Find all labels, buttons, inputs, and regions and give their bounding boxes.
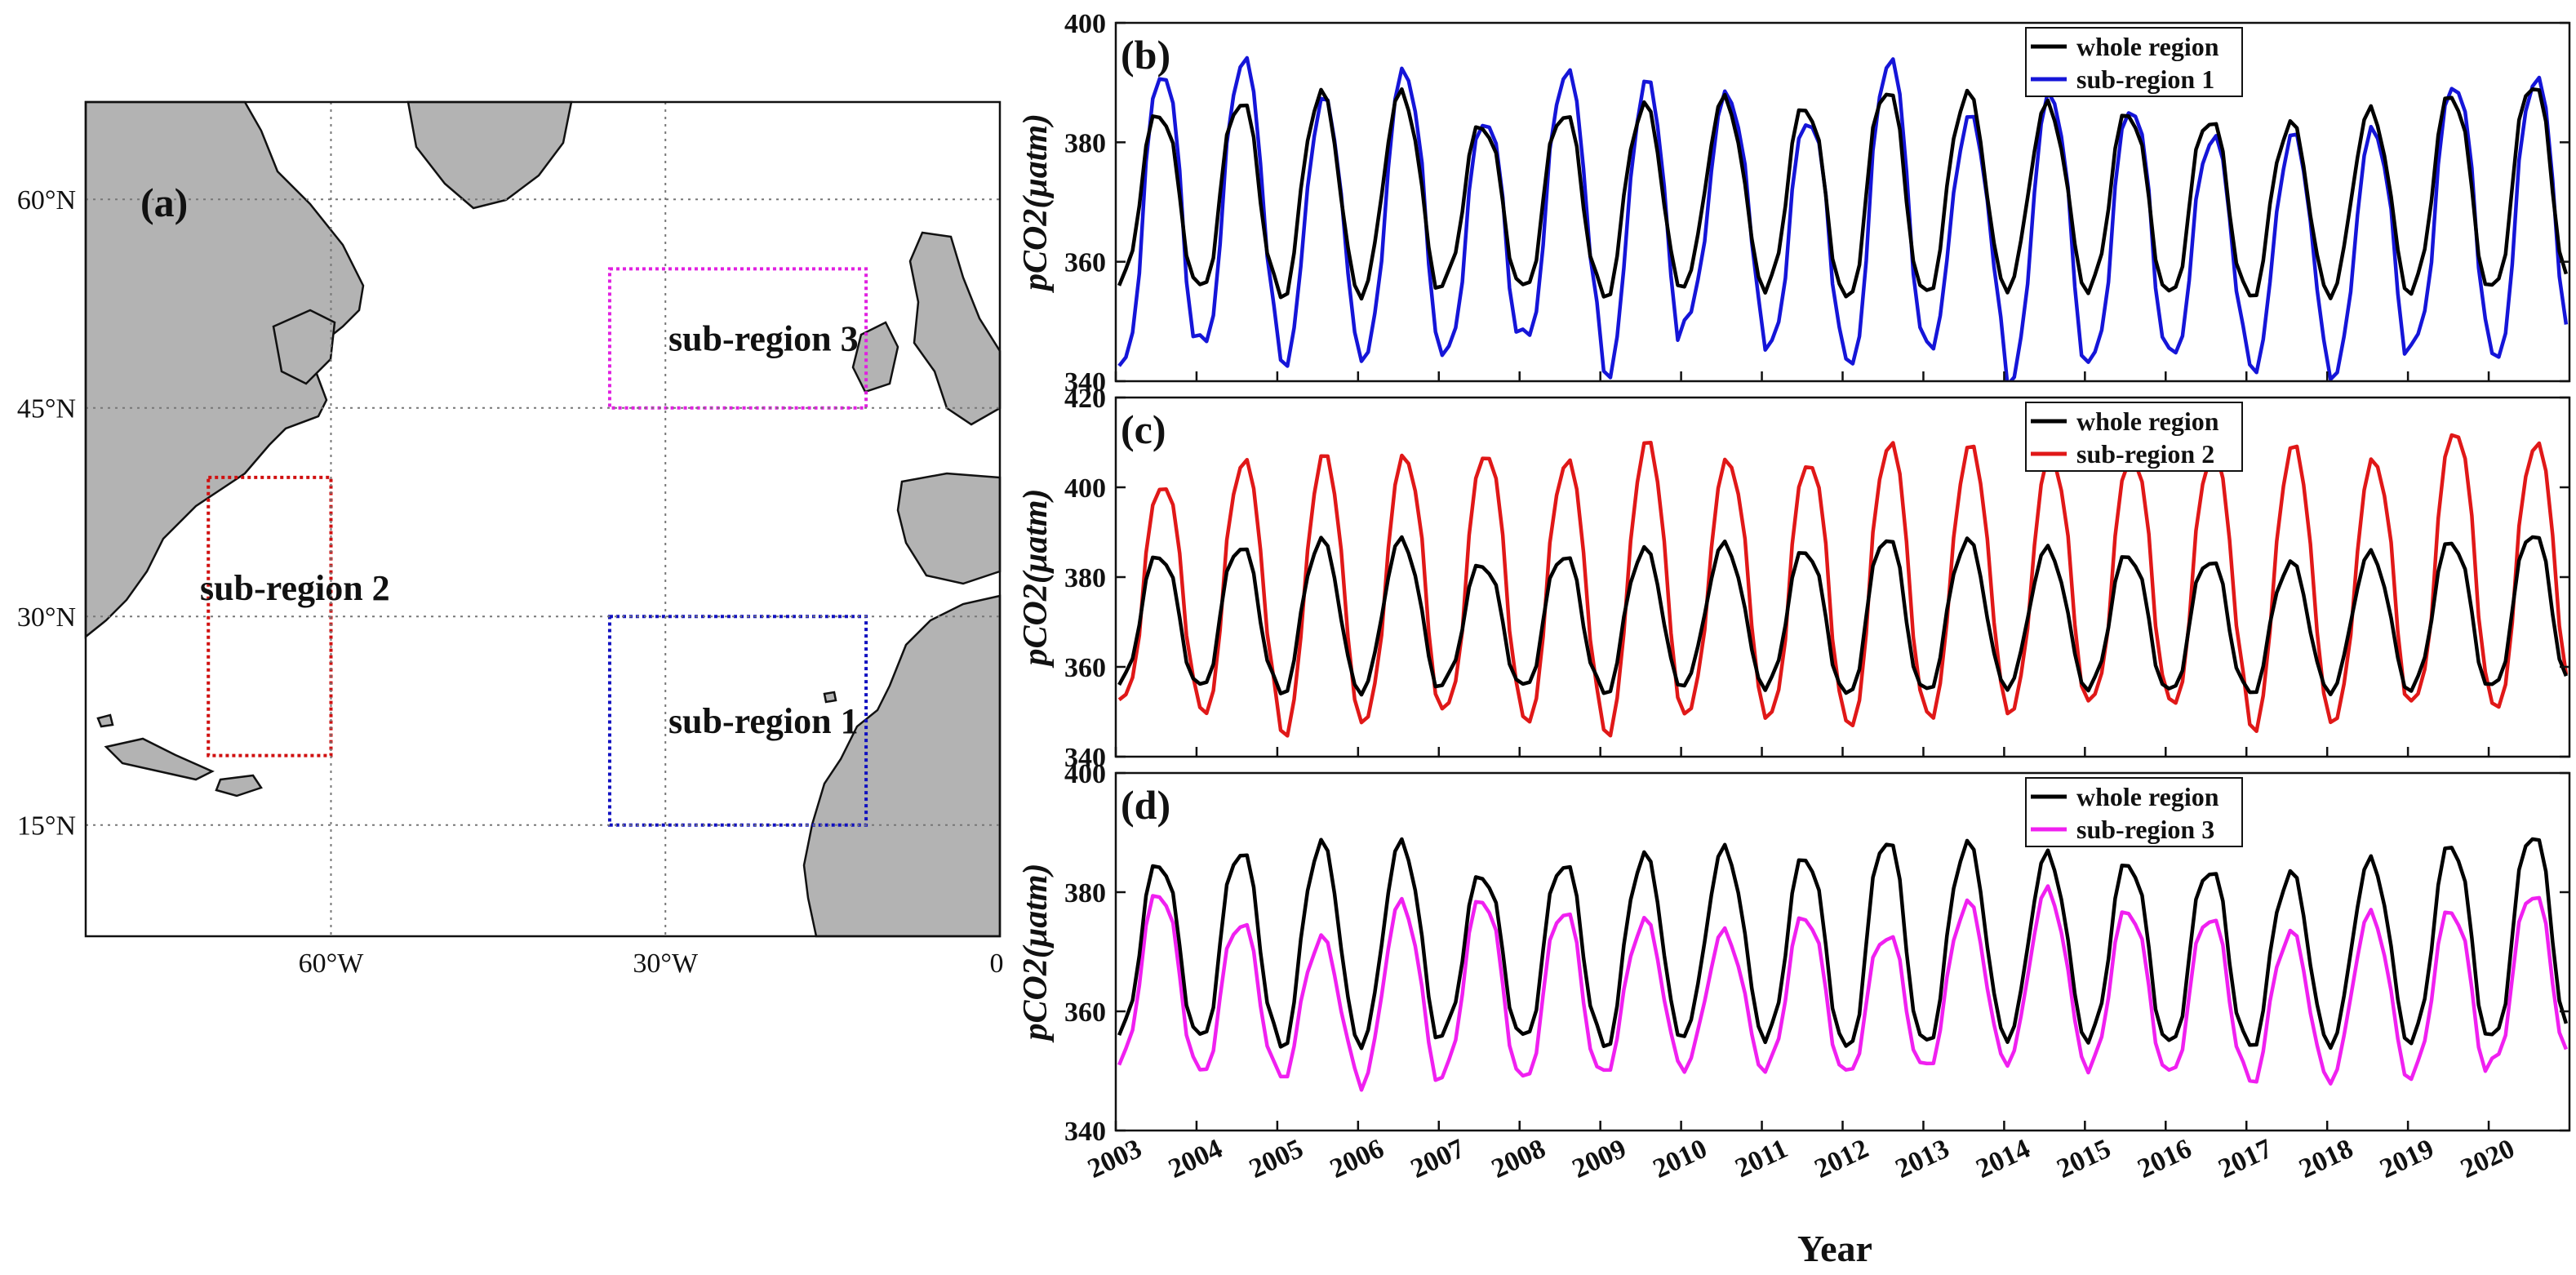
map-lon-tick-label: 30°W: [633, 948, 699, 979]
land-iberia: [896, 472, 1002, 585]
legend-label: whole region: [2076, 32, 2219, 61]
land-ireland: [851, 321, 899, 393]
map-lat-tick-label: 45°N: [17, 394, 76, 424]
map-lat-tick-label: 60°N: [17, 185, 76, 215]
legend-box: [2025, 27, 2243, 97]
series-line-whole-region: [1117, 87, 2569, 301]
panel-c: 340 360 380 400 420 pCO2(μatm) (c) whole region…: [1017, 384, 2571, 773]
map-lat-tick-label: 15°N: [17, 811, 76, 842]
y-axis-label: pCO2(μatm): [1017, 488, 1055, 668]
map-grid: 60°N 45°N 30°N 15°N 60°W 30°W 0: [17, 102, 1004, 979]
series-line-whole-region: [1117, 837, 2569, 1051]
x-tick-label: 2008: [1487, 1134, 1550, 1184]
land-caribbean-small: [96, 713, 114, 728]
y-tick-label: 380: [1064, 878, 1106, 908]
land-britain: [908, 231, 1002, 426]
region-box-3: [607, 615, 868, 827]
panel-d: 340 360 380 400 pCO2(μatm) (d) whole region sub…: [1017, 759, 2571, 1147]
region-label: sub-region 2: [200, 568, 390, 608]
legend-label: whole region: [2076, 406, 2219, 436]
x-tick-label: 2020: [2456, 1134, 2519, 1184]
x-tick-labels: 2003 2004 2005 2006 2007 2008 2009 2010 2011 2012…: [1083, 1134, 2519, 1184]
panel-background: [1116, 398, 2569, 757]
series-line-sub-region-1: [1117, 56, 2569, 381]
x-tick-label: 2013: [1891, 1134, 1954, 1184]
panel-label: (d): [1121, 782, 1170, 828]
panel-b: 340 360 380 400 pCO2(μatm) (b) whole region sub…: [1017, 9, 2571, 398]
legend-box: [2025, 402, 2243, 472]
y-tick-label: 400: [1064, 9, 1106, 39]
x-tick-label: 2009: [1568, 1134, 1631, 1184]
x-tick-label: 2016: [2133, 1134, 2196, 1184]
map-panel-a: sub-region 3 sub-region 2 sub-region 1 60°…: [17, 100, 1004, 979]
y-tick-label: 360: [1064, 653, 1106, 683]
land-hispaniola: [215, 774, 263, 797]
legend-label: sub-region 1: [2076, 64, 2214, 94]
map-lon-tick-label: 60°W: [299, 948, 365, 979]
x-tick-label: 2014: [1972, 1134, 2035, 1184]
panel-background: [1116, 23, 2569, 381]
x-tick-label: 2005: [1245, 1134, 1308, 1184]
y-tick-label: 340: [1064, 367, 1106, 398]
map-lon-tick-label: 0: [990, 948, 1004, 979]
y-axis-label: pCO2(μatm): [1017, 863, 1055, 1042]
x-tick-label: 2011: [1730, 1134, 1792, 1184]
y-axis-label: pCO2(μatm): [1017, 113, 1055, 293]
x-axis-label: Year: [1797, 1228, 1872, 1269]
map-frame: [84, 100, 1002, 938]
x-tick-label: 2010: [1649, 1134, 1712, 1184]
y-tick-label: 380: [1064, 128, 1106, 158]
x-tick-label: 2004: [1164, 1134, 1227, 1184]
map-landmasses: [84, 100, 1002, 938]
series-line-sub-region-3: [1117, 884, 2568, 1092]
map-panel-label: (a): [140, 180, 188, 225]
panel-lines: [1117, 837, 2569, 1092]
x-tick-label: 2017: [2214, 1134, 2276, 1184]
y-tick-label: 400: [1064, 759, 1106, 789]
region-label: sub-region 1: [668, 701, 859, 741]
region-boxes: sub-region 3 sub-region 2 sub-region 1: [200, 267, 868, 827]
legend-box: [2025, 777, 2243, 847]
map-lat-tick-label: 30°N: [17, 602, 76, 633]
region-label: sub-region 3: [668, 319, 859, 359]
panel-label: (b): [1121, 32, 1170, 78]
x-tick-label: 2015: [2052, 1134, 2115, 1184]
y-tick-label: 360: [1064, 248, 1106, 278]
x-tick-label: 2018: [2294, 1134, 2357, 1184]
series-line-sub-region-2: [1117, 433, 2569, 738]
y-tick-label: 340: [1064, 1117, 1106, 1147]
y-tick-label: 340: [1064, 743, 1106, 773]
land-cuba: [104, 737, 215, 781]
x-tick-label: 2019: [2375, 1134, 2438, 1184]
panel-label: (c): [1121, 406, 1166, 452]
y-tick-label: 420: [1064, 384, 1106, 414]
panel-lines: [1117, 433, 2569, 738]
series-line-whole-region: [1117, 535, 2568, 697]
x-tick-label: 2006: [1326, 1134, 1388, 1184]
y-tick-label: 400: [1064, 473, 1106, 504]
panel-background: [1116, 773, 2569, 1131]
land-canaries: [823, 691, 837, 704]
panel-lines: [1117, 56, 2569, 381]
legend-label: whole region: [2076, 782, 2219, 811]
land-africa: [802, 594, 1002, 938]
x-tick-label: 2007: [1406, 1134, 1469, 1184]
x-tick-label: 2012: [1810, 1134, 1873, 1184]
legend-label: sub-region 2: [2076, 439, 2214, 469]
y-tick-label: 360: [1064, 997, 1106, 1028]
y-tick-label: 380: [1064, 563, 1106, 593]
legend-label: sub-region 3: [2076, 815, 2214, 844]
region-box-1: [607, 267, 868, 410]
